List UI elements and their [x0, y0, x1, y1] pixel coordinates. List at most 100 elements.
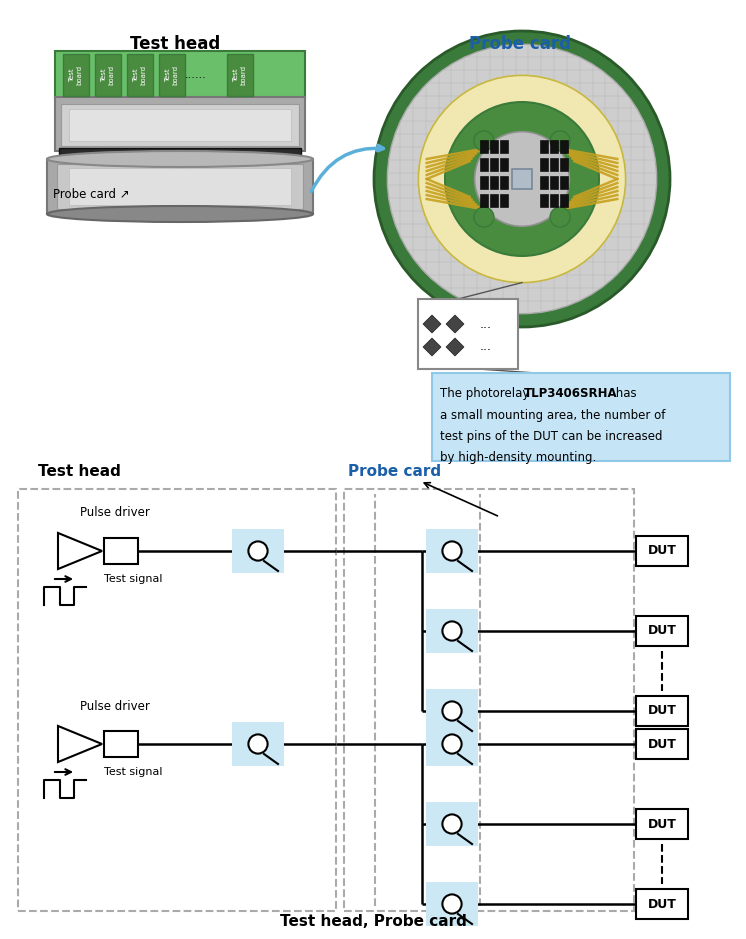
- Ellipse shape: [47, 206, 313, 222]
- Circle shape: [387, 44, 656, 314]
- Bar: [59, 148, 301, 157]
- Bar: [500, 140, 508, 153]
- Bar: [560, 194, 568, 207]
- Circle shape: [474, 131, 569, 226]
- Text: DUT: DUT: [648, 898, 677, 911]
- Text: DUT: DUT: [648, 818, 677, 830]
- Bar: [500, 194, 508, 207]
- Bar: [69, 168, 291, 205]
- Text: DUT: DUT: [648, 737, 677, 750]
- Bar: [104, 538, 138, 564]
- Circle shape: [442, 895, 462, 914]
- Circle shape: [474, 208, 494, 227]
- Bar: [426, 802, 478, 846]
- Bar: [490, 194, 498, 207]
- Circle shape: [248, 542, 268, 561]
- Bar: [550, 140, 558, 153]
- Bar: [550, 176, 558, 189]
- Text: Pulse driver: Pulse driver: [80, 506, 150, 519]
- Bar: [104, 731, 138, 757]
- Polygon shape: [58, 533, 102, 569]
- Bar: [480, 194, 488, 207]
- Bar: [127, 54, 153, 96]
- Text: a small mounting area, the number of: a small mounting area, the number of: [440, 409, 665, 422]
- Circle shape: [248, 734, 268, 754]
- Circle shape: [442, 542, 462, 561]
- Bar: [69, 109, 291, 141]
- Text: DUT: DUT: [648, 545, 677, 558]
- Bar: [227, 54, 253, 96]
- Bar: [550, 158, 558, 171]
- Circle shape: [550, 131, 570, 151]
- Text: Test
board: Test board: [233, 65, 246, 85]
- Text: Test signal: Test signal: [104, 767, 163, 777]
- Circle shape: [442, 701, 462, 720]
- Text: TLP3406SRHA: TLP3406SRHA: [524, 387, 618, 400]
- Text: test pins of the DUT can be increased: test pins of the DUT can be increased: [440, 430, 662, 443]
- Bar: [232, 529, 284, 573]
- Bar: [636, 536, 688, 566]
- Bar: [418, 299, 518, 369]
- Bar: [426, 722, 478, 766]
- Bar: [490, 176, 498, 189]
- Polygon shape: [423, 315, 441, 333]
- Circle shape: [474, 131, 494, 151]
- Bar: [55, 97, 305, 151]
- Text: Probe card: Probe card: [348, 464, 441, 479]
- Bar: [344, 489, 634, 911]
- Bar: [500, 158, 508, 171]
- Bar: [540, 158, 548, 171]
- Bar: [512, 169, 532, 189]
- Bar: [560, 140, 568, 153]
- Text: by high-density mounting.: by high-density mounting.: [440, 451, 596, 464]
- Polygon shape: [58, 726, 102, 762]
- Circle shape: [374, 31, 670, 327]
- Text: Test
board: Test board: [166, 65, 178, 85]
- Bar: [47, 159, 313, 214]
- Polygon shape: [446, 338, 464, 356]
- Text: has: has: [612, 387, 636, 400]
- Bar: [95, 54, 121, 96]
- Bar: [500, 176, 508, 189]
- Text: ...: ...: [480, 317, 492, 331]
- Circle shape: [445, 102, 599, 256]
- Circle shape: [442, 622, 462, 640]
- Bar: [61, 104, 299, 146]
- Text: Test signal: Test signal: [104, 574, 163, 584]
- Circle shape: [419, 75, 626, 283]
- Text: Test
board: Test board: [101, 65, 114, 85]
- Bar: [636, 696, 688, 726]
- Circle shape: [442, 814, 462, 834]
- Bar: [636, 809, 688, 839]
- Bar: [490, 140, 498, 153]
- Text: Test head, Probe card: Test head, Probe card: [280, 914, 466, 929]
- Bar: [426, 882, 478, 926]
- Text: Probe card ↗: Probe card ↗: [53, 188, 130, 201]
- Bar: [560, 176, 568, 189]
- Bar: [490, 158, 498, 171]
- Polygon shape: [446, 315, 464, 333]
- Text: ......: ......: [185, 70, 207, 80]
- Bar: [18, 489, 336, 911]
- Polygon shape: [423, 338, 441, 356]
- Text: ...: ...: [480, 341, 492, 353]
- Bar: [426, 529, 478, 573]
- Bar: [55, 51, 305, 99]
- Bar: [636, 889, 688, 919]
- Text: Probe card: Probe card: [469, 35, 571, 53]
- Bar: [636, 729, 688, 759]
- Bar: [540, 140, 548, 153]
- Text: Test
board: Test board: [69, 65, 83, 85]
- Bar: [480, 158, 488, 171]
- Ellipse shape: [47, 151, 313, 167]
- Bar: [63, 54, 89, 96]
- Bar: [57, 164, 303, 209]
- Bar: [480, 176, 488, 189]
- Text: DUT: DUT: [648, 704, 677, 717]
- Text: Pulse driver: Pulse driver: [80, 700, 150, 713]
- Bar: [426, 689, 478, 733]
- Bar: [426, 609, 478, 653]
- Bar: [550, 194, 558, 207]
- Text: The photorelay: The photorelay: [440, 387, 533, 400]
- Bar: [540, 194, 548, 207]
